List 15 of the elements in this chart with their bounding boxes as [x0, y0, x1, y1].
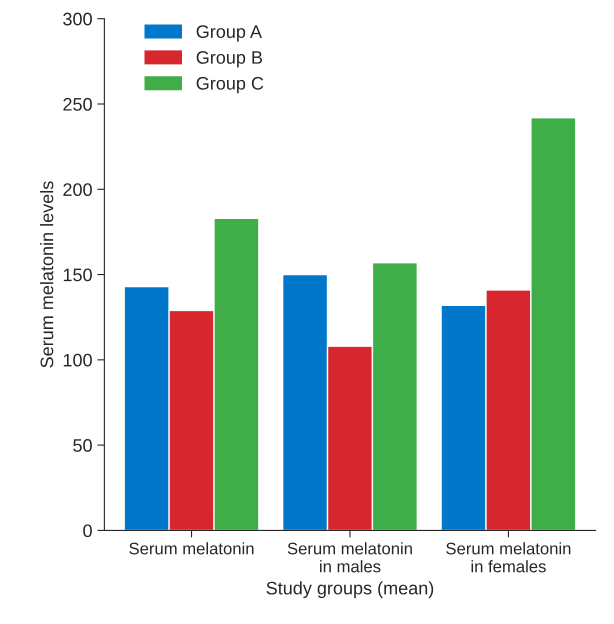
y-tick-label: 150: [64, 268, 92, 282]
x-tick-label: Serum melatonin in females: [446, 542, 570, 572]
y-axis-title: Serum melatonin levels: [40, 181, 54, 368]
y-tick-label: 100: [64, 354, 92, 367]
x-tick-label: Serum melatonin in males: [288, 542, 412, 572]
y-tick-label: 50: [73, 439, 92, 452]
legend-label: Group C: [196, 76, 264, 94]
legend-label: Group A: [196, 25, 262, 42]
legend-label: Group B: [196, 51, 262, 68]
x-tick-label: Serum melatonin: [129, 542, 254, 554]
y-tick-label: 200: [63, 183, 92, 196]
y-tick-label: 250: [63, 98, 92, 111]
y-tick-label: 0: [83, 524, 92, 538]
y-tick-label: 300: [63, 12, 92, 26]
x-axis-title: Study groups (mean): [266, 581, 434, 598]
